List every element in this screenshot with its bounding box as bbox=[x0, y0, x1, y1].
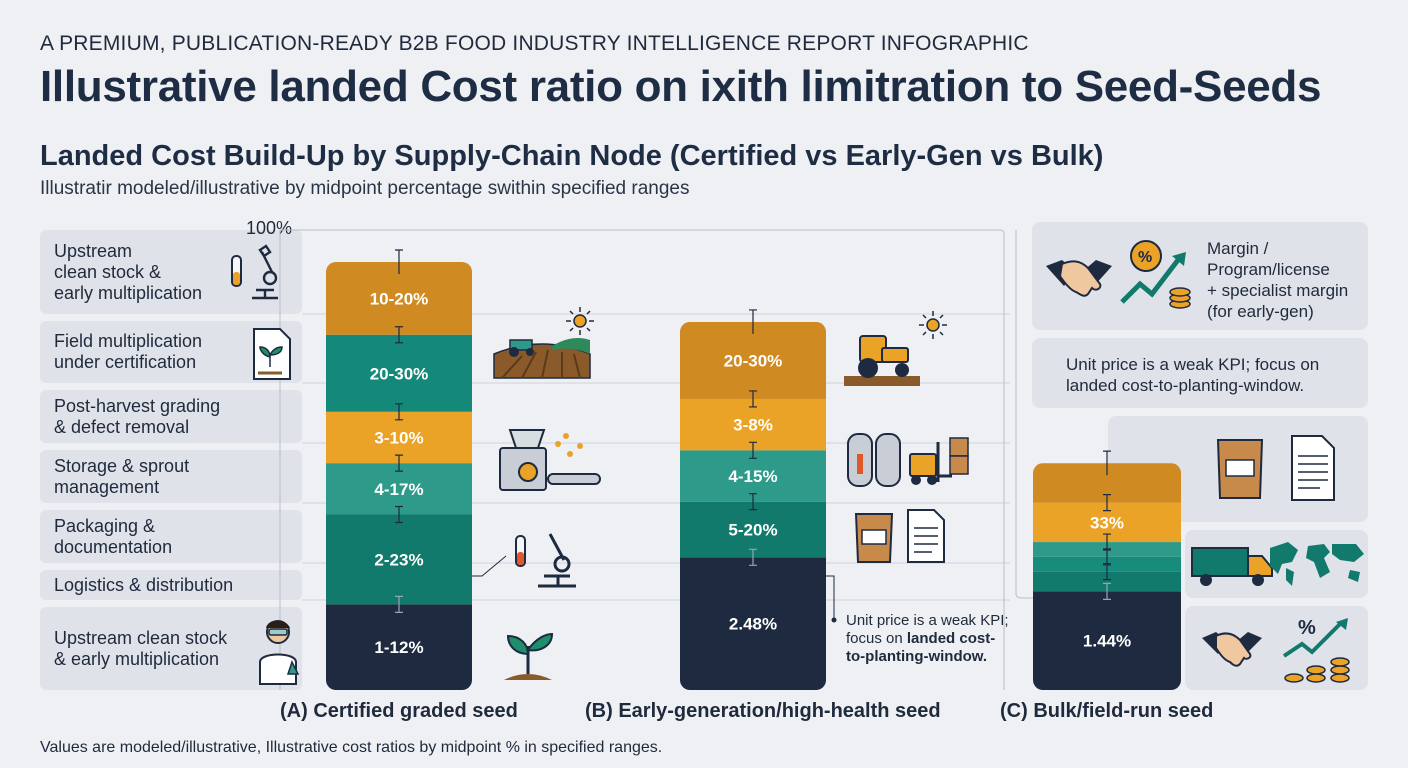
range-marker bbox=[395, 505, 403, 524]
chart-connectors bbox=[472, 555, 837, 623]
bar-segment bbox=[1033, 571, 1181, 592]
node-label-grading: Post-harvest grading & defect removal bbox=[40, 390, 302, 443]
callout-dot bbox=[831, 617, 837, 623]
seedling-document-icon bbox=[253, 328, 291, 380]
top-tick-label: 100% bbox=[246, 218, 293, 238]
kpi-text: Unit price is a weak KPI; focus on lande… bbox=[1066, 355, 1320, 395]
category-label-a: (A) Certified graded seed bbox=[280, 700, 518, 722]
category-label-c: (C) Bulk/field-run seed bbox=[1000, 700, 1214, 722]
range-marker bbox=[749, 441, 757, 459]
node-label-logistics: Logistics & distribution bbox=[40, 570, 302, 600]
svg-text:%: % bbox=[1298, 617, 1316, 639]
bar-segment bbox=[680, 321, 826, 399]
callout-leader bbox=[472, 555, 507, 577]
node-label-packaging: Packaging & documentation bbox=[40, 510, 302, 563]
microscope-icon bbox=[515, 533, 576, 588]
report-kicker: A PREMIUM, PUBLICATION-READY B2B FOOD IN… bbox=[40, 32, 1029, 55]
bar-segment bbox=[326, 514, 472, 605]
node-label-text: Field multiplication under certification bbox=[54, 331, 203, 372]
segment-value-label: 10-20% bbox=[370, 289, 429, 308]
chart-subtitle: Illustratir modeled/illustrative by midp… bbox=[40, 178, 690, 199]
sun-icon bbox=[919, 311, 947, 339]
test-tube-microscope-icon bbox=[231, 244, 278, 300]
bar-segment bbox=[680, 557, 826, 690]
segment-value-label: 1.44% bbox=[1083, 632, 1131, 651]
range-marker bbox=[395, 403, 403, 421]
truck-icon bbox=[1191, 547, 1273, 586]
tractor-icon bbox=[844, 335, 920, 386]
range-marker bbox=[749, 390, 757, 408]
seed-bag-document-icon bbox=[854, 509, 945, 563]
callout-text: Unit price is a weak KPI; focus on bbox=[846, 612, 1009, 647]
category-label-b: (B) Early-generation/high-health seed bbox=[585, 700, 941, 722]
range-marker bbox=[395, 595, 403, 613]
range-marker bbox=[395, 249, 403, 274]
sun-icon bbox=[566, 307, 594, 335]
svg-text:%: % bbox=[1138, 249, 1152, 266]
node-label-upstream-bottom: Upstream clean stock & early multiplicat… bbox=[40, 607, 302, 690]
callout-unit-price: Unit price is a weak KPI; focus on lande… bbox=[846, 612, 1009, 666]
seedling-icon bbox=[504, 632, 554, 680]
callout-bold-text: landed cost- to-planting-window. bbox=[846, 630, 996, 665]
range-marker bbox=[395, 326, 403, 344]
segment-value-label: 20-30% bbox=[370, 364, 429, 383]
segment-value-label: 3-10% bbox=[374, 428, 423, 447]
bar-segment bbox=[1033, 591, 1181, 690]
scientist-icon bbox=[259, 620, 300, 685]
node-label-text: Storage & sprout management bbox=[54, 455, 190, 497]
node-label-text: Post-harvest grading & defect removal bbox=[54, 395, 221, 437]
range-marker bbox=[395, 454, 403, 472]
chart-frame bbox=[279, 229, 1033, 690]
seed-bag-document-icon bbox=[1216, 435, 1335, 501]
segment-value-label: 33% bbox=[1090, 513, 1124, 532]
node-label-storage: Storage & sprout management bbox=[40, 450, 302, 503]
bar-segment bbox=[326, 604, 472, 690]
node-label-text: Upstream clean stock & early multiplicat… bbox=[54, 240, 203, 303]
range-marker bbox=[1103, 533, 1111, 551]
node-label-text: Upstream clean stock & early multiplicat… bbox=[54, 627, 228, 669]
node-label-upstream: Upstream clean stock & early multiplicat… bbox=[40, 230, 302, 314]
range-marker bbox=[1103, 582, 1111, 600]
range-marker bbox=[749, 309, 757, 334]
bar-segment bbox=[326, 262, 472, 335]
segment-value-label: 20-30% bbox=[724, 351, 783, 370]
storage-silos-forklift-icon bbox=[847, 433, 969, 487]
kpi-card bbox=[1032, 338, 1368, 408]
grading-machine-icon bbox=[499, 429, 601, 491]
world-map-icon bbox=[1270, 542, 1364, 586]
segment-value-label: 4-17% bbox=[374, 480, 423, 499]
percent-growth-icon: % bbox=[1282, 617, 1350, 683]
range-marker bbox=[749, 493, 757, 511]
segment-value-label: 2.48% bbox=[729, 615, 777, 634]
report-title: Illustrative landed Cost ratio on ixith … bbox=[40, 62, 1322, 111]
percent-growth-icon: % bbox=[1120, 240, 1191, 309]
chart-title: Landed Cost Build-Up by Supply-Chain Nod… bbox=[40, 140, 1104, 172]
callout-leader bbox=[826, 575, 835, 618]
bar-segment bbox=[680, 501, 826, 558]
handshake-icon bbox=[1046, 260, 1112, 297]
range-marker bbox=[1103, 494, 1111, 512]
range-marker bbox=[1103, 450, 1111, 476]
segment-value-label: 3-8% bbox=[733, 416, 773, 435]
margin-text: Margin / Program/license + specialist ma… bbox=[1207, 239, 1349, 321]
segment-value-label: 4-15% bbox=[728, 467, 777, 486]
footer-note: Values are modeled/illustrative, Illustr… bbox=[40, 739, 663, 756]
range-marker bbox=[749, 548, 757, 566]
node-label-text: Logistics & distribution bbox=[54, 574, 234, 595]
chart-bars: 1-12% 2-23% 4-17% 3-10% 20-30% 10-20% 2.48% 5-2… bbox=[326, 249, 1181, 690]
segment-value-label: 5-20% bbox=[728, 521, 777, 540]
node-label-text: Packaging & documentation bbox=[54, 515, 173, 557]
tractor-field-icon bbox=[493, 338, 591, 379]
segment-value-label: 1-12% bbox=[374, 638, 423, 657]
handshake-icon bbox=[1202, 632, 1262, 667]
segment-value-label: 2-23% bbox=[374, 550, 423, 569]
bar-segment bbox=[326, 334, 472, 412]
